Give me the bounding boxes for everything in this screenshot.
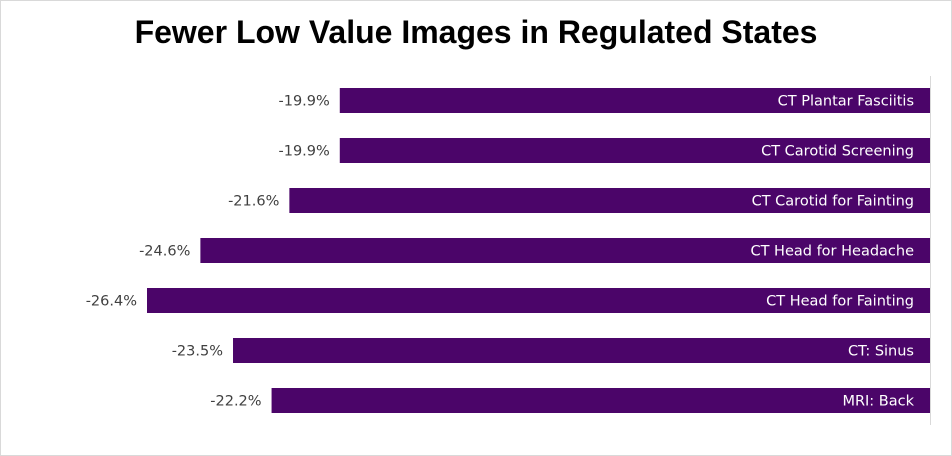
bar	[271, 388, 930, 413]
category-label: CT Carotid for Fainting	[752, 194, 914, 210]
chart-title: Fewer Low Value Images in Regulated Stat…	[134, 14, 818, 50]
data-label: -21.6%	[228, 194, 279, 210]
data-label: -23.5%	[172, 344, 223, 360]
bar	[233, 338, 931, 363]
bars-group: CT Plantar Fasciitis -19.9% CT Carotid Scr…	[86, 88, 931, 413]
bar	[339, 138, 931, 163]
category-label: CT Plantar Fasciitis	[778, 94, 914, 110]
bar	[200, 238, 931, 263]
category-label: MRI: Back	[842, 394, 914, 410]
category-label: CT Head for Fainting	[766, 294, 914, 310]
data-label: -24.6%	[139, 244, 190, 260]
data-label: -22.2%	[210, 394, 261, 410]
data-label: -19.9%	[278, 144, 329, 160]
category-label: CT Carotid Screening	[761, 144, 914, 160]
data-label: -26.4%	[86, 294, 137, 310]
bar	[289, 188, 930, 213]
category-label: CT: Sinus	[848, 344, 914, 360]
category-label: CT Head for Headache	[750, 244, 914, 260]
data-label: -19.9%	[278, 94, 329, 110]
bar	[339, 88, 931, 113]
bar	[147, 288, 930, 313]
